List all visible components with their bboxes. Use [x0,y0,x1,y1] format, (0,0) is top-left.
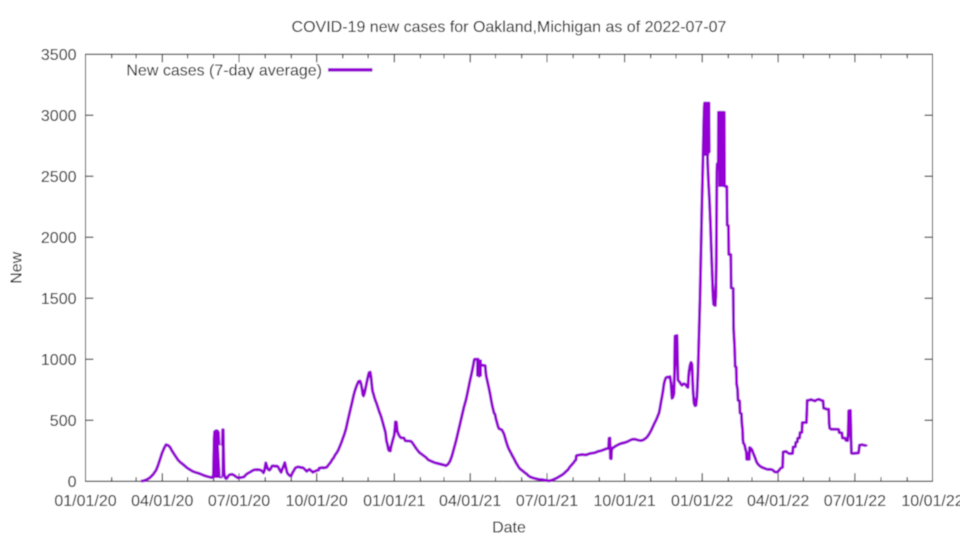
svg-text:COVID-19 new cases for Oakland: COVID-19 new cases for Oakland,Michigan … [292,19,727,36]
svg-text:New: New [9,251,26,283]
svg-text:01/01/22: 01/01/22 [671,493,733,510]
svg-text:07/01/20: 07/01/20 [208,493,270,510]
svg-text:2000: 2000 [41,230,77,247]
svg-text:1500: 1500 [41,291,77,308]
svg-text:1000: 1000 [41,352,77,369]
svg-text:04/01/21: 04/01/21 [439,493,501,510]
svg-text:3500: 3500 [41,47,77,64]
svg-text:New cases (7-day average): New cases (7-day average) [126,63,322,80]
svg-text:10/01/22: 10/01/22 [901,493,960,510]
svg-text:01/01/21: 01/01/21 [363,493,425,510]
svg-text:01/01/20: 01/01/20 [54,493,116,510]
svg-text:2500: 2500 [41,169,77,186]
svg-text:07/01/22: 07/01/22 [824,493,886,510]
svg-text:10/01/20: 10/01/20 [286,493,348,510]
svg-text:04/01/22: 04/01/22 [747,493,809,510]
svg-text:Date: Date [492,520,526,537]
svg-text:07/01/21: 07/01/21 [516,493,578,510]
svg-text:3000: 3000 [41,108,77,125]
svg-text:10/01/21: 10/01/21 [593,493,655,510]
svg-text:04/01/20: 04/01/20 [131,493,193,510]
svg-text:0: 0 [68,474,77,491]
svg-text:500: 500 [50,413,77,430]
